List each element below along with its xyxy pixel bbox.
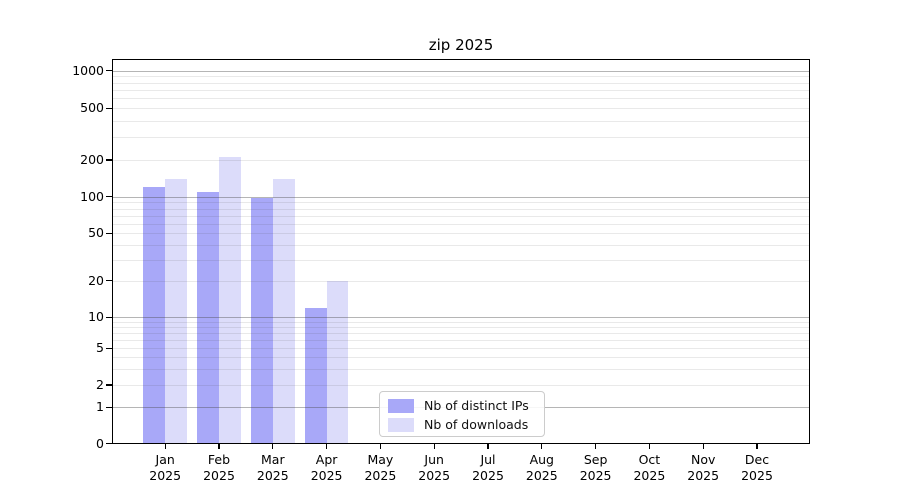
- y-tick-mark: [106, 384, 112, 386]
- chart-title: zip 2025: [428, 36, 494, 54]
- major-gridline: [113, 317, 809, 319]
- bar-distinct-ips: [304, 307, 327, 444]
- y-tick-mark: [106, 316, 112, 318]
- x-tick-mark: [218, 444, 220, 449]
- major-gridline: [113, 70, 809, 72]
- y-tick-label: 100: [80, 188, 104, 204]
- y-tick-label: 20: [88, 272, 104, 288]
- major-gridline: [113, 196, 809, 198]
- minor-gridline: [113, 208, 809, 210]
- minor-gridline: [113, 333, 809, 335]
- bar-downloads: [219, 157, 241, 444]
- y-tick-mark: [106, 70, 112, 72]
- bar-downloads: [272, 178, 295, 444]
- y-tick-mark: [106, 406, 112, 408]
- minor-gridline: [113, 215, 809, 217]
- bar-downloads: [326, 280, 349, 444]
- legend: Nb of distinct IPs Nb of downloads: [379, 391, 545, 437]
- minor-gridline: [113, 108, 809, 110]
- y-tick-label: 2: [96, 377, 104, 392]
- x-tick-mark: [756, 444, 758, 449]
- minor-gridline: [113, 385, 809, 386]
- y-tick-mark: [106, 347, 112, 349]
- x-tick-label: Feb 2025: [203, 452, 235, 483]
- x-tick-mark: [541, 444, 543, 449]
- minor-gridline: [113, 280, 809, 282]
- x-tick-label: Jun 2025: [418, 452, 451, 483]
- x-tick-label: Mar 2025: [256, 452, 289, 483]
- x-tick-label: May 2025: [364, 452, 397, 483]
- legend-swatch-distinct-ips: [388, 398, 414, 413]
- bar-distinct-ips: [197, 191, 219, 444]
- minor-gridline: [113, 160, 809, 161]
- y-tick-mark: [106, 159, 112, 161]
- x-tick-label: Jul 2025: [472, 452, 504, 483]
- x-tick-label: Jan 2025: [149, 452, 182, 483]
- minor-gridline: [113, 233, 809, 235]
- minor-gridline: [113, 259, 809, 261]
- legend-label: Nb of distinct IPs: [424, 398, 529, 413]
- x-tick-label: Dec 2025: [741, 452, 773, 483]
- x-tick-mark: [325, 444, 328, 449]
- minor-gridline: [113, 327, 809, 329]
- minor-gridline: [113, 223, 809, 225]
- legend-item: Nb of distinct IPs: [388, 398, 544, 413]
- x-tick-mark: [702, 444, 704, 449]
- y-tick-label: 0: [96, 435, 104, 451]
- x-tick-mark: [272, 444, 274, 449]
- minor-gridline: [113, 120, 809, 122]
- y-tick-mark: [106, 232, 112, 234]
- minor-gridline: [113, 137, 809, 139]
- bar-distinct-ips: [251, 198, 273, 444]
- y-tick-mark: [106, 280, 112, 282]
- x-tick-mark: [433, 444, 435, 449]
- minor-gridline: [113, 98, 809, 100]
- x-tick-mark: [164, 444, 166, 449]
- minor-gridline: [113, 357, 809, 359]
- minor-gridline: [113, 76, 809, 78]
- x-tick-mark: [487, 444, 489, 449]
- x-tick-mark: [379, 444, 382, 449]
- x-tick-label: Aug 2025: [525, 452, 558, 483]
- x-tick-label: Sep 2025: [579, 452, 612, 483]
- minor-gridline: [113, 368, 809, 370]
- y-tick-label: 500: [80, 100, 104, 116]
- x-tick-label: Oct 2025: [633, 452, 666, 483]
- y-tick-label: 1: [96, 399, 104, 415]
- legend-label: Nb of downloads: [424, 417, 529, 432]
- y-tick-label: 50: [88, 225, 104, 241]
- y-tick-label: 10: [88, 309, 104, 325]
- minor-gridline: [113, 244, 809, 246]
- y-tick-mark: [106, 196, 112, 198]
- y-tick-mark: [106, 107, 112, 109]
- y-tick-label: 200: [80, 152, 104, 167]
- minor-gridline: [113, 202, 809, 204]
- x-tick-mark: [648, 444, 651, 449]
- x-tick-label: Nov 2025: [687, 452, 720, 483]
- bar-distinct-ips: [143, 187, 166, 444]
- x-tick-mark: [594, 444, 597, 449]
- minor-gridline: [113, 348, 809, 350]
- minor-gridline: [113, 82, 809, 84]
- minor-gridline: [113, 90, 809, 91]
- y-tick-label: 1000: [72, 62, 104, 78]
- legend-swatch-downloads: [388, 417, 414, 432]
- y-tick-label: 5: [96, 340, 104, 356]
- x-tick-label: Apr 2025: [310, 452, 343, 483]
- legend-item: Nb of downloads: [388, 417, 544, 432]
- minor-gridline: [113, 322, 809, 323]
- bar-downloads: [165, 178, 187, 444]
- y-tick-mark: [106, 442, 112, 445]
- minor-gridline: [113, 340, 809, 342]
